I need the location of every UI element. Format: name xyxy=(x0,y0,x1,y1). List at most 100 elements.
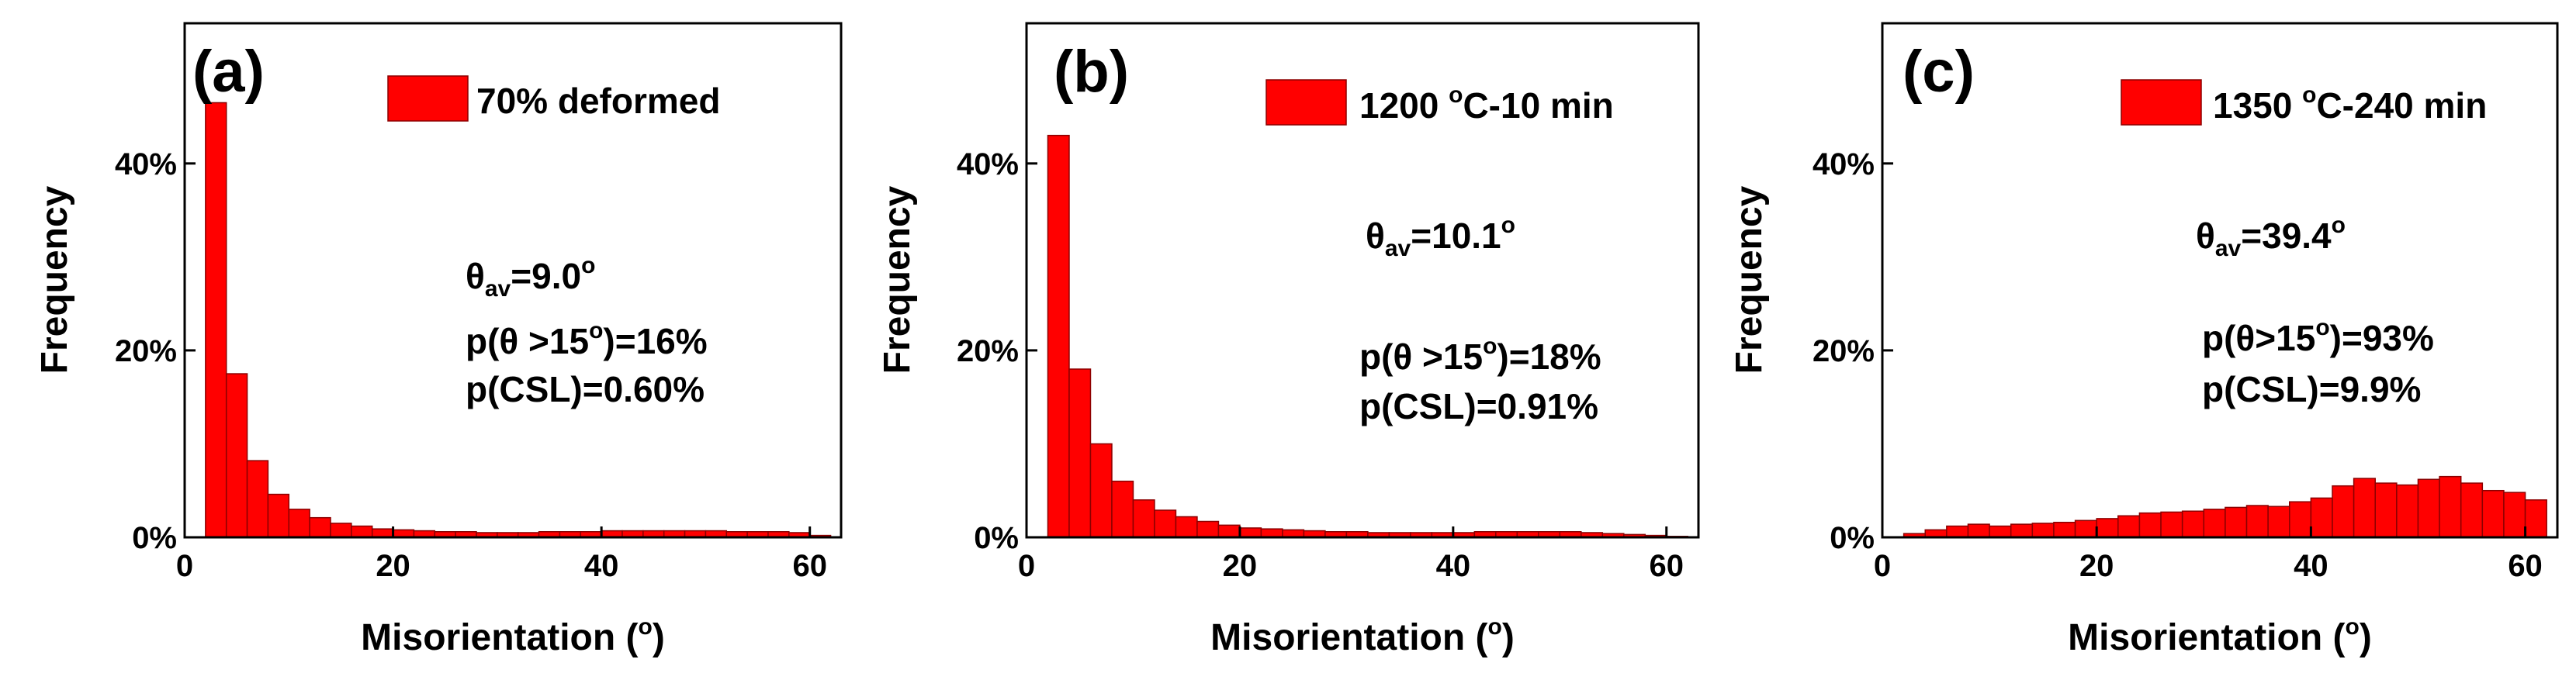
bar-a-5 xyxy=(309,516,331,538)
x-tick-label-c-0: 0 xyxy=(1874,549,1891,583)
bar-b-3 xyxy=(1111,480,1134,538)
x-axis-label-b: Misorientation (o) xyxy=(1210,614,1515,658)
stat-theta-av-c: θav=39.4o xyxy=(2196,212,2346,261)
bar-c-21 xyxy=(2353,478,2376,538)
legend-label-a: 70% deformed xyxy=(476,81,720,121)
histogram-bars-a xyxy=(205,102,832,538)
plot-frame-a xyxy=(183,22,843,539)
bar-c-9 xyxy=(2096,518,2119,538)
x-tick-label-c-3: 60 xyxy=(2508,549,2543,583)
y-tick-label-a-1: 20% xyxy=(115,334,177,368)
y-axis-label-b: Frequency xyxy=(877,185,918,374)
axis-ticks-b: 0 20 40 60 0% 20% 40% xyxy=(957,147,1684,583)
bar-c-22 xyxy=(2374,482,2398,538)
x-tick-label-a-1: 20 xyxy=(376,549,410,583)
stat-theta-av-value-b: =10.1 xyxy=(1411,216,1501,256)
bar-c-23 xyxy=(2396,484,2419,538)
bar-b-1 xyxy=(1068,368,1092,538)
bar-b-9 xyxy=(1239,527,1262,538)
x-tick-label-b-3: 60 xyxy=(1650,549,1684,583)
bar-b-8 xyxy=(1217,524,1241,538)
bar-c-19 xyxy=(2310,497,2333,538)
bar-c-7 xyxy=(2053,521,2076,538)
bar-c-4 xyxy=(1989,525,2012,538)
bar-c-6 xyxy=(2031,523,2055,538)
y-tick-label-c-2: 40% xyxy=(1813,147,1875,181)
panel-a: 0 20 40 60 0% 20% 40% (a) 70% deformed θav=9.0… xyxy=(34,22,843,658)
y-tick-label-b-1: 20% xyxy=(957,334,1019,368)
stat-p-csl-a: p(CSL)=0.60% xyxy=(466,369,705,409)
bar-c-25 xyxy=(2439,475,2462,538)
bar-c-14 xyxy=(2203,509,2226,538)
bar-b-4 xyxy=(1132,499,1155,538)
panel-label-c: (c) xyxy=(1903,39,1975,105)
bar-c-16 xyxy=(2245,505,2269,538)
stat-theta-av-a: θav=9.0o xyxy=(466,253,595,302)
bar-a-3 xyxy=(267,493,290,538)
stat-p-theta-a: p(θ >15o)=16% xyxy=(466,318,708,361)
bar-c-15 xyxy=(2225,506,2248,538)
bar-b-0 xyxy=(1047,134,1070,538)
bar-a-2 xyxy=(246,460,269,538)
bar-c-29 xyxy=(2524,499,2547,538)
legend-label-c: 1350 oC-240 min xyxy=(2213,82,2487,126)
x-axis-label-a: Misorientation (o) xyxy=(361,614,665,658)
bar-c-20 xyxy=(2332,485,2355,538)
plot-frame-b xyxy=(1025,22,1700,539)
legend-swatch-b xyxy=(1265,79,1347,126)
bar-a-8 xyxy=(371,528,394,538)
bar-b-7 xyxy=(1196,520,1220,538)
stat-p-theta-c: p(θ>15o)=93% xyxy=(2202,315,2434,358)
stat-theta-av-b: θav=10.1o xyxy=(1366,212,1515,261)
bar-c-2 xyxy=(1946,525,1969,538)
y-tick-label-b-0: 0% xyxy=(974,521,1019,555)
axis-ticks-c: 0 20 40 60 0% 20% 40% xyxy=(1813,147,2543,583)
x-tick-label-b-1: 20 xyxy=(1223,549,1258,583)
y-tick-label-b-2: 40% xyxy=(957,147,1019,181)
x-tick-label-b-0: 0 xyxy=(1018,549,1035,583)
stat-theta-av-value-a: =9.0 xyxy=(511,256,581,296)
bar-c-27 xyxy=(2481,489,2505,538)
y-axis-label-a: Frequency xyxy=(34,185,75,374)
panel-label-b: (b) xyxy=(1054,39,1129,105)
bar-b-5 xyxy=(1154,509,1177,538)
plot-frame-c xyxy=(1881,22,2559,539)
bar-a-1 xyxy=(225,373,248,538)
x-tick-label-c-1: 20 xyxy=(2079,549,2114,583)
bar-c-24 xyxy=(2417,478,2440,538)
x-axis-label-c: Misorientation (o) xyxy=(2068,614,2372,658)
legend-swatch-c xyxy=(2121,79,2202,126)
histogram-bars-b xyxy=(1047,134,1689,538)
y-tick-label-c-0: 0% xyxy=(1830,521,1875,555)
histogram-bars-c xyxy=(1903,475,2547,538)
stat-p-csl-c: p(CSL)=9.9% xyxy=(2202,369,2421,409)
bar-c-13 xyxy=(2181,510,2205,538)
bar-a-0 xyxy=(205,102,227,538)
legend-swatch-a xyxy=(387,75,469,122)
bar-a-4 xyxy=(288,509,310,538)
bar-c-5 xyxy=(2010,523,2034,538)
panel-b: 0 20 40 60 0% 20% 40% (b) 1200 oC-10 min θav=1… xyxy=(877,22,1700,658)
bar-c-26 xyxy=(2460,482,2484,538)
y-tick-label-a-0: 0% xyxy=(132,521,177,555)
y-tick-label-a-2: 40% xyxy=(115,147,177,181)
x-tick-label-c-2: 40 xyxy=(2294,549,2328,583)
y-axis-label-c: Frequency xyxy=(1729,185,1770,374)
bar-c-28 xyxy=(2503,492,2526,538)
bar-a-6 xyxy=(330,523,352,538)
axis-ticks-a: 0 20 40 60 0% 20% 40% xyxy=(115,147,827,583)
bar-c-18 xyxy=(2289,501,2312,538)
panel-c: 0 20 40 60 0% 20% 40% (c) 1350 oC-240 min θav=… xyxy=(1729,22,2559,658)
bar-b-6 xyxy=(1175,516,1198,538)
y-tick-label-c-1: 20% xyxy=(1813,334,1875,368)
bar-c-12 xyxy=(2160,511,2183,538)
bar-a-7 xyxy=(351,525,373,538)
stat-p-csl-b: p(CSL)=0.91% xyxy=(1359,386,1598,426)
x-tick-label-b-2: 40 xyxy=(1436,549,1471,583)
bar-b-2 xyxy=(1089,443,1113,538)
bar-c-17 xyxy=(2267,506,2290,538)
x-tick-label-a-2: 40 xyxy=(584,549,619,583)
bar-b-10 xyxy=(1260,528,1283,538)
bar-c-3 xyxy=(1967,523,1990,538)
x-tick-label-a-3: 60 xyxy=(792,549,827,583)
